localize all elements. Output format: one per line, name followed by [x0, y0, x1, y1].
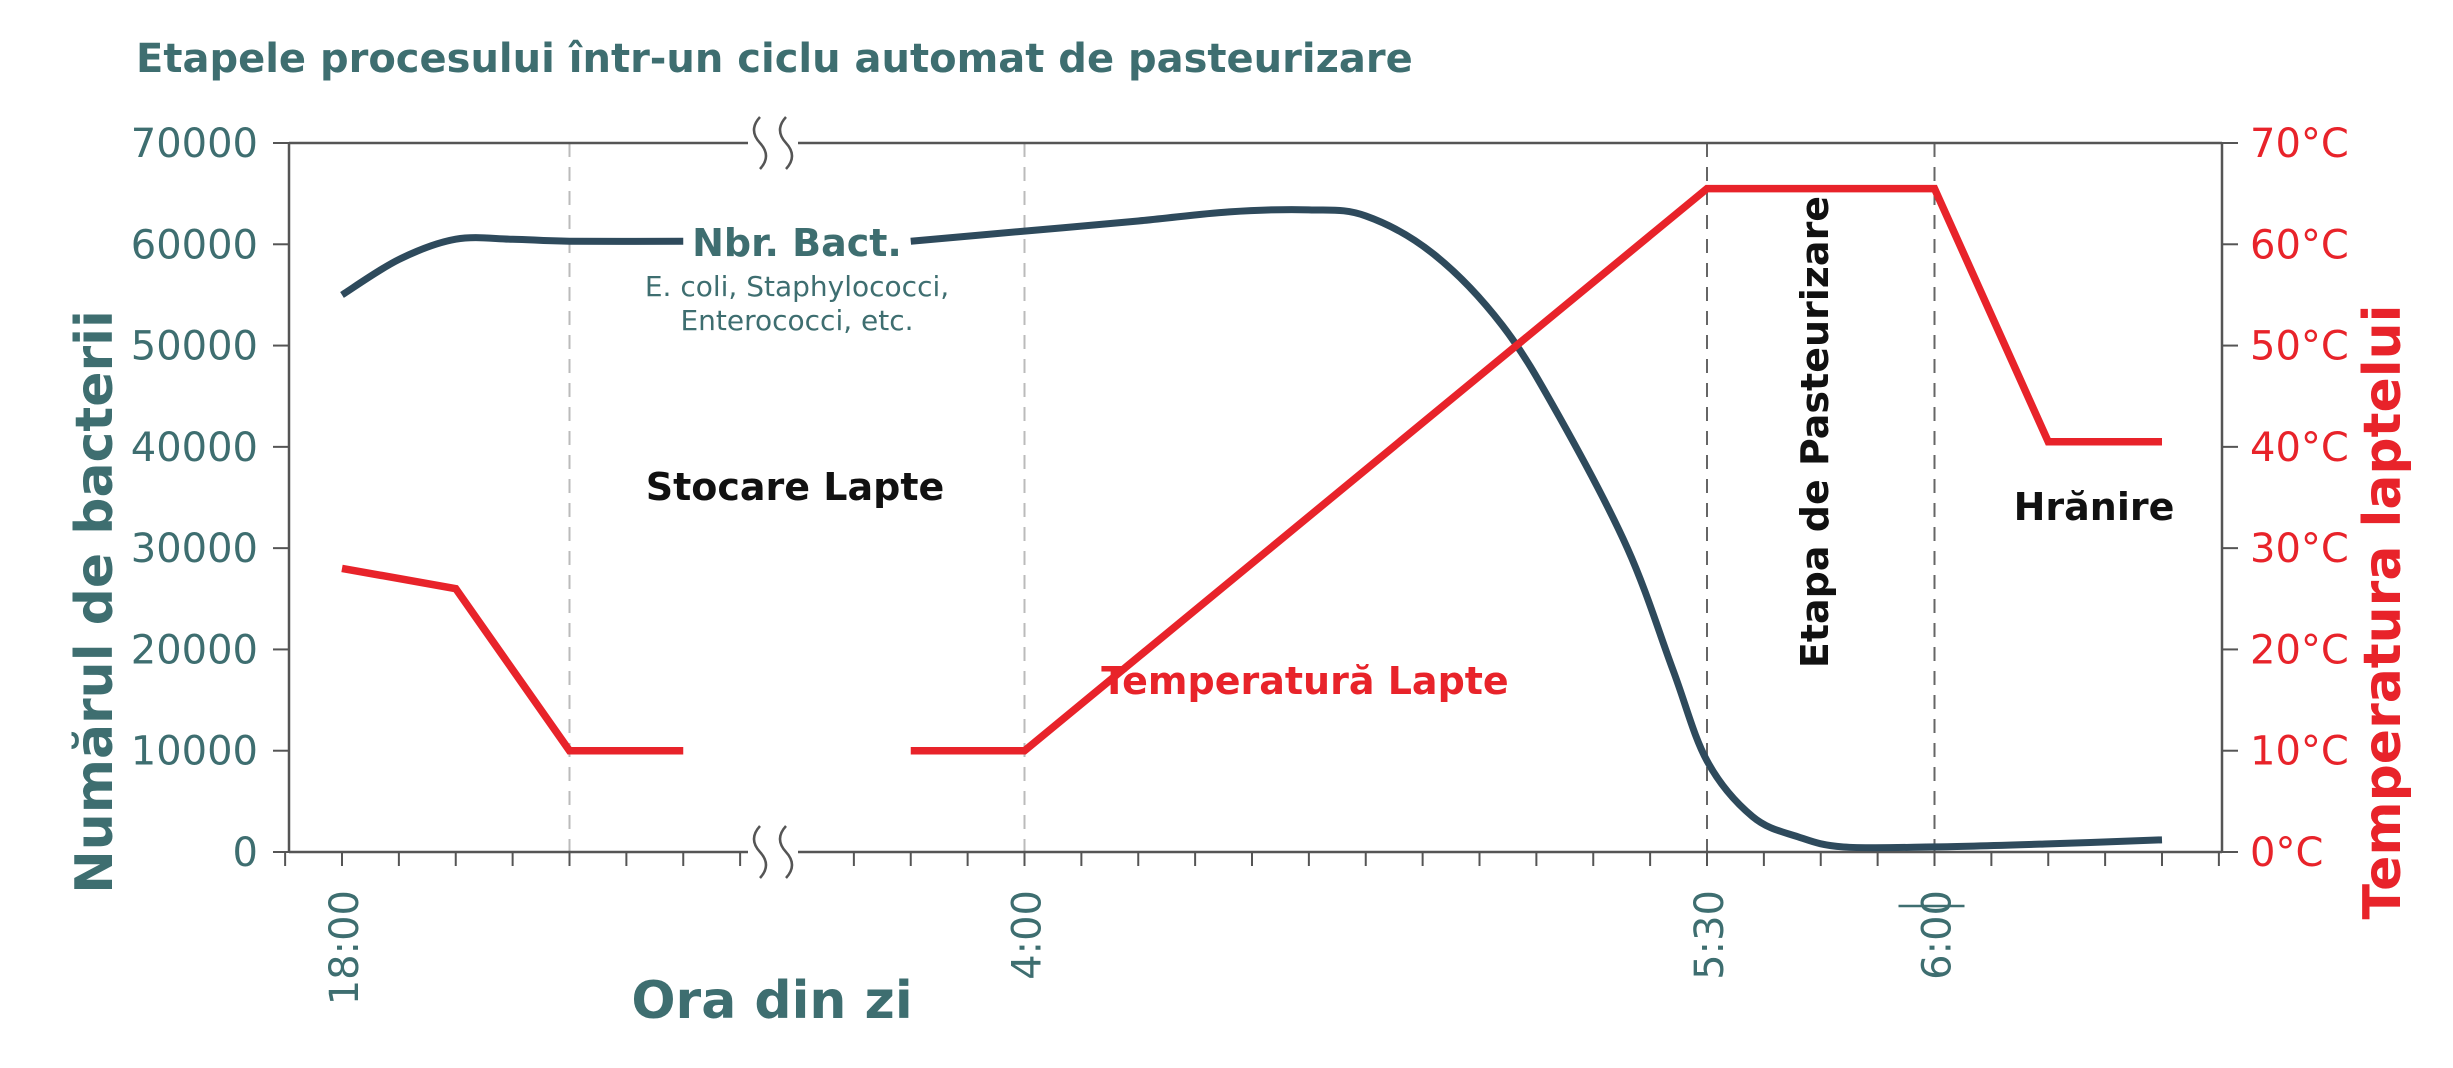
- bacteria-series-label: Nbr. Bact.: [692, 221, 902, 265]
- pasteurization-stage-label: Etapa de Pasteurizare: [1793, 196, 1837, 668]
- x-tick-labels: 18:00 4:00 5:30 6:00: [322, 890, 1965, 1005]
- bacteria-series-line-0: [340, 234, 684, 298]
- x-tick-label: 6:00: [1915, 890, 1961, 980]
- y-left-tick-label: 20000: [131, 627, 258, 673]
- y-left-tick-label: 0: [233, 830, 258, 876]
- bacteria-series-sub1: E. coli, Staphylococci,: [645, 270, 949, 303]
- chart-title: Etapele procesului într-un ciclu automat…: [136, 36, 1413, 82]
- y-right-tick-label: 70°C: [2250, 121, 2349, 167]
- x-tick-label: 18:00: [322, 890, 368, 1005]
- y-left-tick-label: 50000: [131, 324, 258, 370]
- y-left-tick-label: 30000: [131, 526, 258, 572]
- y-right-tick-label: 0°C: [2250, 830, 2323, 876]
- axis-break-mark-1-a: [752, 825, 768, 879]
- y-left-tick-label: 40000: [131, 425, 258, 471]
- y-right-tick-label: 60°C: [2250, 222, 2349, 268]
- y-left-axis-title: Numărul de bacterii: [65, 310, 125, 894]
- bacteria-series-line-1: [910, 206, 2163, 852]
- y-right-tick-label: 50°C: [2250, 324, 2349, 370]
- temperature-series-label: Temperatură Lapte: [1101, 659, 1508, 703]
- feeding-stage-label: Hrănire: [2014, 485, 2175, 529]
- storage-stage-label: Stocare Lapte: [646, 465, 945, 509]
- y-right-tick-label: 40°C: [2250, 425, 2349, 471]
- y-right-tick-label: 10°C: [2250, 729, 2349, 775]
- series-layer: [340, 184, 2163, 852]
- bacteria-series-sub2: Enterococci, etc.: [680, 304, 913, 337]
- axis-break-mark-1-b: [778, 825, 794, 879]
- y-left-tick-label: 10000: [131, 729, 258, 775]
- x-tick-label: 4:00: [1005, 890, 1051, 980]
- y-left-tick-labels: 0 10000 20000 30000 40000 50000 60000 70000: [131, 121, 258, 876]
- x-axis-title: Ora din zi: [631, 971, 912, 1031]
- axes: [273, 116, 2238, 879]
- axis-break-mark-0-b: [778, 116, 794, 170]
- y-right-tick-label: 30°C: [2250, 526, 2349, 572]
- y-right-tick-label: 20°C: [2250, 627, 2349, 673]
- y-left-tick-label: 60000: [131, 222, 258, 268]
- temperature-series-line-0: [341, 564, 684, 755]
- y-right-tick-labels: 0°C 10°C 20°C 30°C 40°C 50°C 60°C 70°C: [2250, 121, 2349, 876]
- temperature-series-line-1: [910, 184, 2162, 755]
- axis-break-mark-0-a: [752, 116, 768, 170]
- y-right-axis-title: Temperatura laptelui: [2353, 305, 2413, 920]
- x-tick-label: 5:30: [1687, 890, 1733, 980]
- y-left-tick-label: 70000: [131, 121, 258, 167]
